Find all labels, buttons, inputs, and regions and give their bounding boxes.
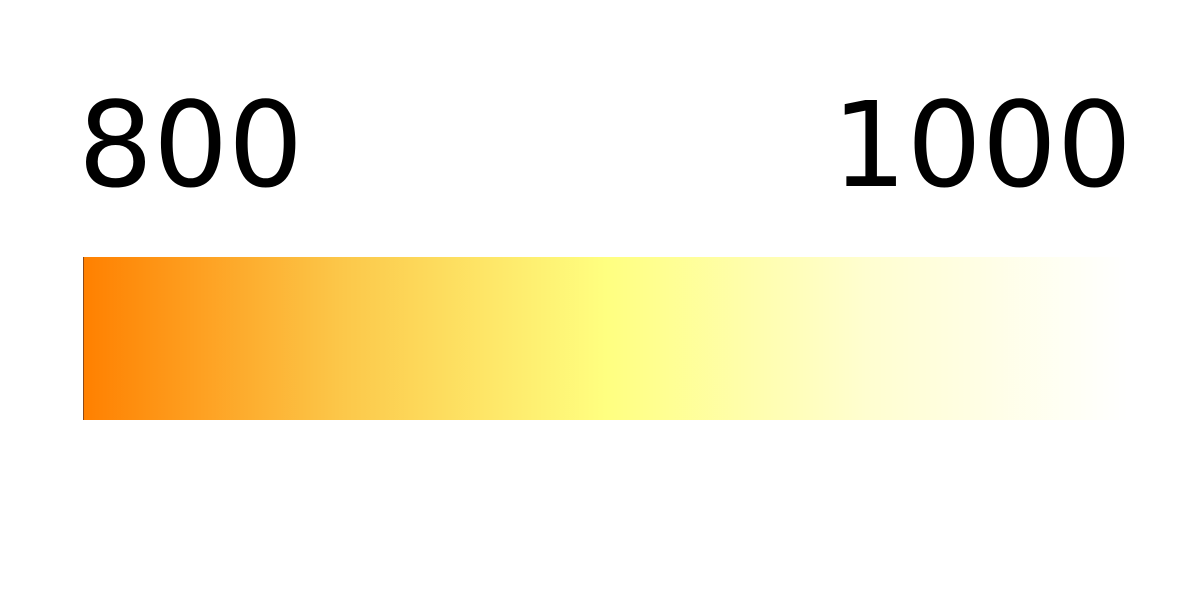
legend-min-label: 800	[78, 76, 304, 214]
colorbar-gradient	[83, 257, 1128, 420]
legend-max-label: 1000	[831, 76, 1132, 214]
